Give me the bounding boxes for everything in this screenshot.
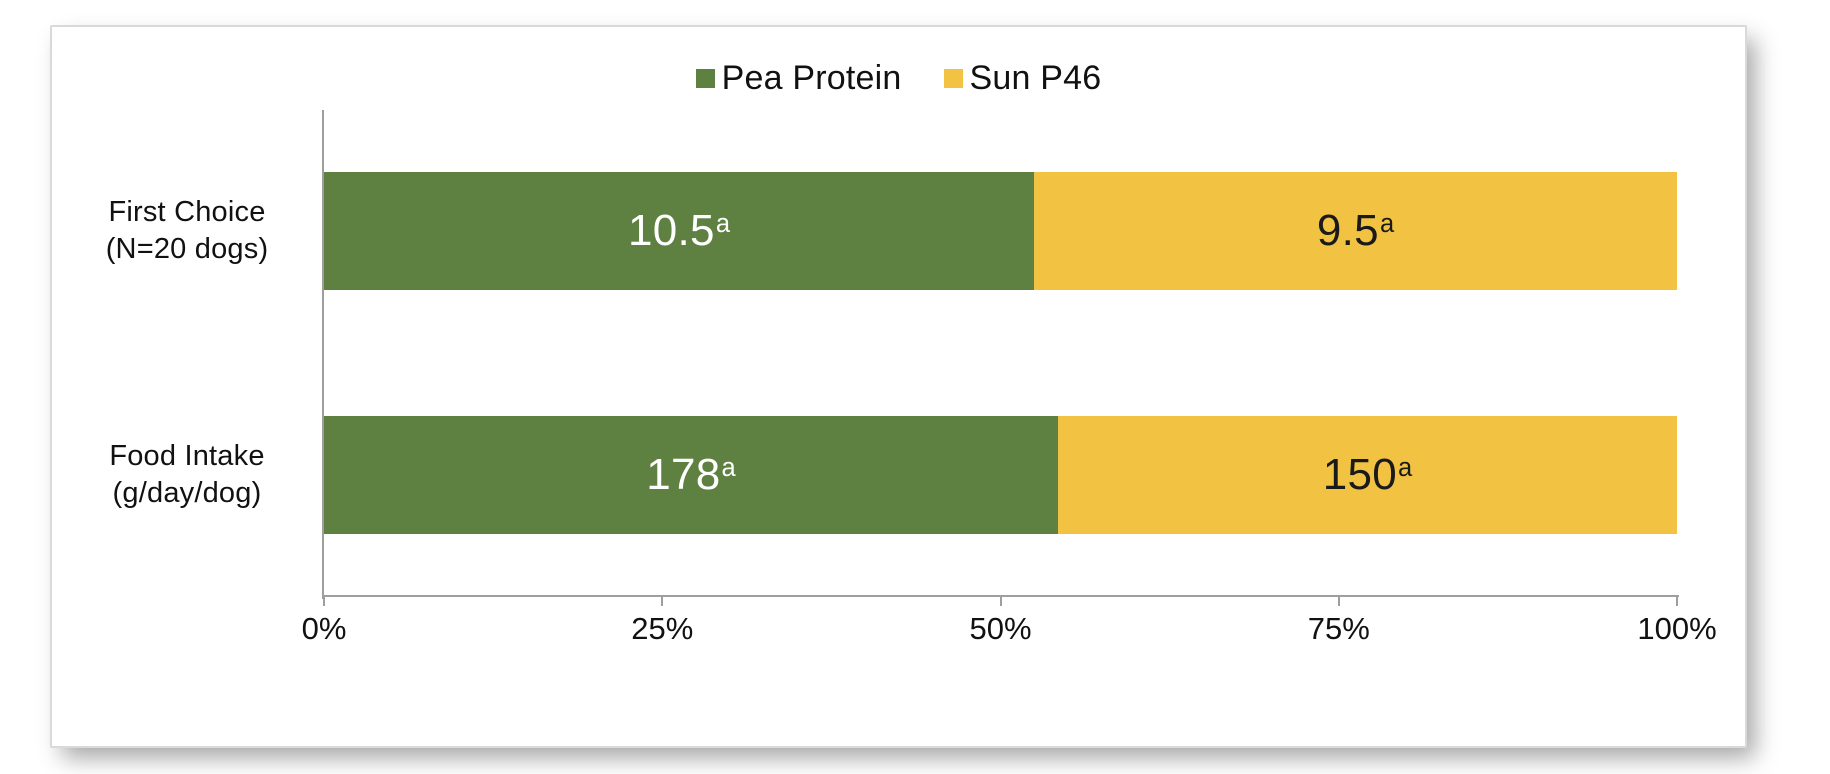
value-text: 10.5 <box>627 206 715 255</box>
legend-label-sun-p46: Sun P46 <box>969 59 1102 97</box>
chart-card: Pea Protein Sun P46 First Choice (N=20 d… <box>50 25 1747 748</box>
x-tick-mark <box>661 597 664 606</box>
value-label: 150a <box>1323 453 1413 497</box>
category-label-line: (N=20 dogs) <box>105 233 269 265</box>
y-axis-line <box>322 110 324 599</box>
x-tick-label: 0% <box>301 611 347 646</box>
value-label: 178a <box>646 453 736 497</box>
bar-segment-sun-p46: 150a <box>1058 416 1677 534</box>
value-text: 178 <box>646 450 721 499</box>
x-tick-mark <box>323 597 325 606</box>
bar-segment-pea-protein: 178a <box>324 416 1059 534</box>
category-label-food-intake: Food Intake (g/day/dog) <box>68 416 306 534</box>
bar-row-first-choice: 10.5a 9.5a <box>324 172 1677 290</box>
legend-swatch-pea-protein <box>695 68 715 88</box>
chart-legend: Pea Protein Sun P46 <box>52 61 1745 95</box>
legend-label-pea-protein: Pea Protein <box>721 59 902 97</box>
value-superscript: a <box>715 209 731 238</box>
category-label-first-choice: First Choice (N=20 dogs) <box>68 172 306 290</box>
category-label-line: Food Intake <box>109 440 265 472</box>
value-superscript: a <box>1379 209 1395 238</box>
value-label: 9.5a <box>1317 209 1395 253</box>
value-superscript: a <box>721 453 737 482</box>
x-axis-line <box>322 595 1679 597</box>
legend-item-pea-protein: Pea Protein <box>695 59 902 97</box>
x-tick-label: 25% <box>631 611 694 646</box>
x-tick-label: 50% <box>969 611 1032 646</box>
x-tick-mark <box>1676 597 1678 606</box>
legend-swatch-sun-p46 <box>943 68 963 88</box>
category-label-line: (g/day/dog) <box>112 477 262 509</box>
value-text: 9.5 <box>1316 206 1379 255</box>
bar-segment-sun-p46: 9.5a <box>1034 172 1677 290</box>
bar-segment-pea-protein: 10.5a <box>324 172 1035 290</box>
value-superscript: a <box>1398 453 1413 482</box>
bar-row-food-intake: 178a 150a <box>324 416 1677 534</box>
x-tick-mark <box>1337 597 1340 606</box>
value-label: 10.5a <box>628 209 730 253</box>
value-text: 150 <box>1322 450 1398 499</box>
plot-area: 0% 25% 50% 75% 100% 10.5a 9.5a 178a <box>302 110 1717 644</box>
x-tick-label: 100% <box>1637 611 1717 646</box>
x-tick-mark <box>999 597 1002 606</box>
legend-item-sun-p46: Sun P46 <box>943 59 1102 97</box>
x-tick-label: 75% <box>1307 611 1370 646</box>
category-label-line: First Choice <box>108 196 266 228</box>
